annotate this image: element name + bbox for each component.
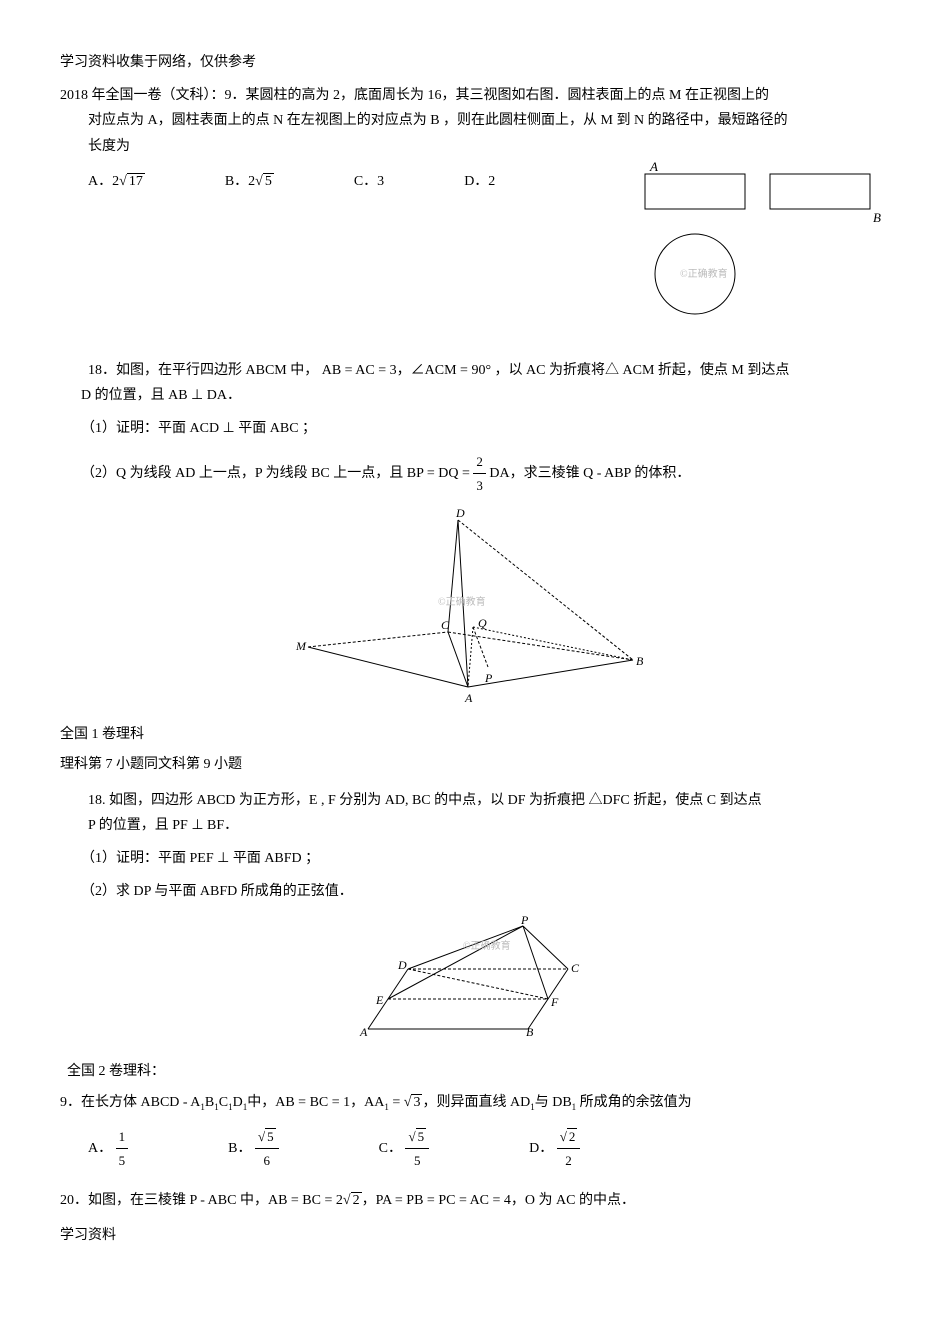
q20-intro: 20．如图，在三棱锥 P - ABC 中，AB = BC = 2√2，PA = … [60, 1188, 885, 1213]
node-a2-label: A [359, 1025, 368, 1039]
q9b-option-a: A． 15 [88, 1125, 128, 1173]
watermark-text-2: ©正确教育 [438, 595, 486, 608]
edge-qb [473, 627, 633, 660]
watermark-text: ©正确教育 [680, 267, 728, 280]
footer-note: 学习资料 [60, 1223, 885, 1248]
section-like-1-sub: 理科第 7 小题同文科第 9 小题 [60, 752, 885, 777]
q9b-intro: 9．在长方体 ABCD - A1B1C1D1中，AB = BC = 1，AA1 … [60, 1090, 885, 1115]
q9-option-c: C．3 [354, 169, 384, 194]
node-m-label: M [295, 639, 307, 653]
problem-18-wenke: 18．如图，在平行四边形 ABCM 中， AB = AC = 3，∠ACM = … [60, 358, 885, 707]
node-b-label: B [636, 654, 644, 668]
side-view-rect [770, 174, 870, 209]
q18b-part2: （2）求 DP 与平面 ABFD 所成角的正弦值． [60, 879, 885, 904]
node-p2-label: P [520, 914, 529, 927]
q9-options: A．2√17 B．2√5 C．3 D．2 [60, 169, 605, 194]
label-b: B [873, 210, 881, 225]
q18a-part1: （1）证明：平面 ACD ⊥ 平面 ABC ； [60, 416, 885, 441]
edge-df [408, 969, 548, 999]
problem-9-wenke: 2018 年全国一卷（文科）：9．某圆柱的高为 2，底面周长为 16，其三视图如… [60, 83, 885, 328]
opt-d-label: D． [529, 1141, 553, 1156]
q9-line3: 长度为 [60, 134, 885, 159]
label-a: A [649, 159, 658, 174]
node-d2-label: D [397, 958, 407, 972]
edge-cp [523, 926, 568, 969]
pyramid-diagram-1: D M C Q A P B ©正确教育 [293, 507, 653, 707]
problem-18-like: 18. 如图，四边形 ABCD 为正方形，E , F 分别为 AD, BC 的中… [60, 788, 885, 1045]
q18a-intro: 18．如图，在平行四边形 ABCM 中， [88, 363, 318, 378]
a-den: 5 [116, 1149, 129, 1172]
q9-line2: 对应点为 A，圆柱表面上的点 N 在左视图上的对应点为 B ，则在此圆柱侧面上，… [60, 108, 885, 133]
folded-square-diagram: A B D C E F P ©正确教育 [348, 914, 598, 1044]
edge-mc [308, 632, 448, 647]
edge-ep [388, 926, 523, 999]
edge-db [458, 520, 633, 660]
q18a-line2: D 的位置，且 AB ⊥ DA． [60, 383, 885, 408]
section-like-1: 全国 1 卷理科 [60, 722, 885, 747]
q9-figure: A B ©正确教育 [605, 159, 885, 328]
q9b-option-b: B． √56 [228, 1125, 278, 1173]
problem-9-like2: 9．在长方体 ABCD - A1B1C1D1中，AB = BC = 1，AA1 … [60, 1090, 885, 1173]
edge-qp [473, 627, 488, 667]
q9-option-b: B．2√5 [225, 169, 274, 194]
q18a-cond1: AB = AC = 3，∠ACM = 90° [322, 363, 491, 378]
edge-fp [523, 926, 548, 999]
q18a-diagram-wrapper: D M C Q A P B ©正确教育 [60, 507, 885, 707]
header-note: 学习资料收集于网络，仅供参考 [60, 50, 885, 75]
q18b-part1: （1）证明：平面 PEF ⊥ 平面 ABFD ； [60, 846, 885, 871]
q18a-fraction: 2 3 [473, 450, 486, 498]
frac-num: 2 [473, 450, 486, 474]
q18a-cond2: ，以 AC 为折痕将△ ACM 折起，使点 M 到达点 [495, 363, 790, 378]
q9-line1: 2018 年全国一卷（文科）：9．某圆柱的高为 2，底面周长为 16，其三视图如… [60, 83, 885, 108]
q18a-part2: （2）Q 为线段 AD 上一点，P 为线段 BC 上一点，且 BP = DQ =… [60, 450, 885, 498]
watermark-text-3: ©正确教育 [463, 939, 511, 952]
section-like-2: 全国 2 卷理科： [60, 1059, 885, 1084]
front-view-rect [645, 174, 745, 209]
edge-ma [308, 647, 468, 687]
opt-a-label: A． [88, 1141, 112, 1156]
q18a-part2-a: （2）Q 为线段 AD 上一点，P 为线段 BC 上一点，且 BP = DQ = [81, 466, 473, 481]
q18a-line1: 18．如图，在平行四边形 ABCM 中， AB = AC = 3，∠ACM = … [60, 358, 885, 383]
node-d-label: D [455, 507, 465, 520]
q18a-part2-b: DA，求三棱锥 Q - ABP 的体积． [489, 466, 690, 481]
frac-den: 3 [473, 474, 486, 497]
q18b-line1: 18. 如图，四边形 ABCD 为正方形，E , F 分别为 AD, BC 的中… [60, 788, 885, 813]
node-b2-label: B [526, 1025, 534, 1039]
b-den: 6 [255, 1149, 279, 1172]
q18b-line2: P 的位置，且 PF ⊥ BF． [60, 813, 885, 838]
q9-option-a: A．2√17 [88, 169, 145, 194]
edge-qa [468, 627, 473, 687]
c-den: 5 [405, 1149, 429, 1172]
problem-20: 20．如图，在三棱锥 P - ABC 中，AB = BC = 2√2，PA = … [60, 1188, 885, 1213]
a-num: 1 [116, 1125, 129, 1149]
edge-dc [448, 520, 458, 632]
node-q-label: Q [478, 616, 487, 630]
three-view-diagram: A B ©正确教育 [605, 159, 885, 319]
q9b-option-d: D． √22 [529, 1125, 580, 1173]
node-a-label: A [464, 691, 473, 705]
d-den: 2 [557, 1149, 581, 1172]
node-f-label: F [550, 995, 559, 1009]
node-c2-label: C [571, 961, 580, 975]
q9b-option-c: C． √55 [379, 1125, 429, 1173]
edge-ab [468, 660, 633, 687]
opt-b-label: B． [228, 1141, 251, 1156]
node-e-label: E [375, 993, 384, 1007]
q9b-options: A． 15 B． √56 C． √55 D． √22 [60, 1125, 885, 1173]
opt-c-label: C． [379, 1141, 402, 1156]
q18b-diagram-wrapper: A B D C E F P ©正确教育 [60, 914, 885, 1044]
q9-option-d: D．2 [464, 169, 495, 194]
edge-cb [448, 632, 633, 660]
